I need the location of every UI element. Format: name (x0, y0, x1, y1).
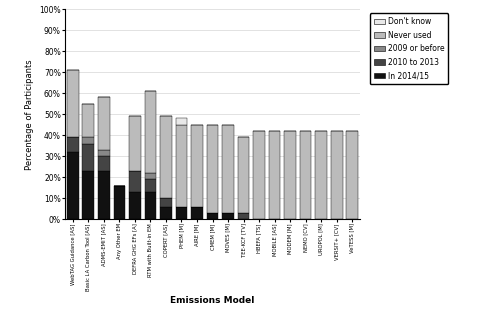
Bar (98, 171, 110, 219)
Bar (160, 116, 172, 198)
Bar (284, 131, 296, 219)
Bar (331, 131, 342, 219)
Bar (316, 131, 327, 219)
Bar (114, 186, 125, 219)
Bar (98, 156, 110, 171)
Bar (144, 91, 156, 173)
Bar (67, 152, 78, 219)
Bar (346, 131, 358, 219)
Bar (238, 213, 250, 219)
Bar (206, 125, 218, 213)
Bar (82, 137, 94, 144)
Bar (191, 207, 203, 219)
Y-axis label: Percentage of Participants: Percentage of Participants (24, 59, 34, 170)
Bar (144, 192, 156, 219)
Bar (129, 116, 140, 171)
Bar (82, 144, 94, 171)
Bar (160, 207, 172, 219)
Bar (176, 207, 188, 219)
Bar (144, 179, 156, 192)
Bar (67, 137, 78, 152)
Bar (176, 125, 188, 207)
Bar (67, 70, 78, 137)
Bar (82, 171, 94, 219)
Bar (160, 198, 172, 207)
Legend: Don't know, Never used, 2009 or before, 2010 to 2013, In 2014/15: Don't know, Never used, 2009 or before, … (370, 13, 448, 84)
Bar (191, 125, 203, 207)
Bar (176, 118, 188, 125)
Bar (254, 131, 265, 219)
Bar (238, 137, 250, 213)
Bar (98, 97, 110, 150)
Bar (222, 213, 234, 219)
X-axis label: Emissions Model: Emissions Model (170, 296, 254, 305)
Bar (129, 171, 140, 192)
Bar (82, 104, 94, 137)
Bar (222, 125, 234, 213)
Bar (129, 192, 140, 219)
Bar (206, 213, 218, 219)
Bar (144, 173, 156, 179)
Bar (269, 131, 280, 219)
Bar (300, 131, 312, 219)
Bar (98, 150, 110, 156)
